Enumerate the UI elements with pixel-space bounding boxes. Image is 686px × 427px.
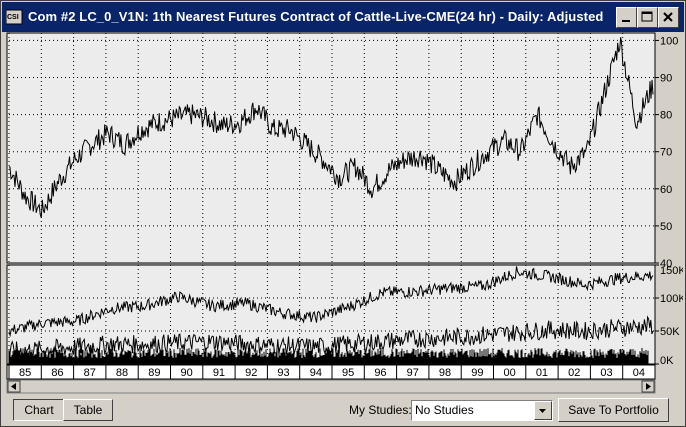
minimize-button[interactable] [616,7,637,28]
horizontal-scrollbar[interactable] [6,379,656,394]
minimize-icon [622,20,630,22]
close-icon [663,12,673,22]
app-icon-label: CSI [7,14,19,21]
x-axis-labels: 85 86 87 88 89 90 91 92 93 94 95 96 97 98 99 00 01 02 03 04 [19,367,645,379]
title-bar[interactable]: CSI Com #2 LC_0_V1N: 1th Nearest Futures… [2,2,684,32]
tab-chart[interactable]: Chart [13,399,65,421]
price-y-axis: 100 90 80 70 60 50 40 [655,35,678,270]
studies-dropdown[interactable]: No Studies [411,400,553,421]
x-tick-label: 90 [181,367,193,379]
tab-table[interactable]: Table [63,399,113,421]
x-tick-label: 92 [245,367,257,379]
window-title: Com #2 LC_0_V1N: 1th Nearest Futures Con… [28,9,604,24]
save-to-portfolio-button[interactable]: Save To Portfolio [558,398,669,422]
x-tick-label: 00 [504,367,516,379]
x-tick-label: 96 [374,367,386,379]
x-tick-label: 98 [439,367,451,379]
volume-tick-label: 50K [660,326,680,338]
csi-app-icon[interactable]: CSI [6,8,24,26]
x-tick-label: 87 [84,367,96,379]
chevron-down-icon [539,409,546,413]
bottom-toolbar: Chart Table My Studies: No Studies Save … [5,397,683,424]
chart-area[interactable]: 100 90 80 70 60 50 40 150K 100K 50K 0K 85 86 87 88 89… [5,32,686,394]
x-tick-label: 95 [342,367,354,379]
open-interest-line [8,266,654,338]
x-tick-label: 94 [310,367,322,379]
scroll-left-icon [11,383,16,390]
x-tick-label: 91 [213,367,225,379]
volume-tick-label: 150K [660,265,683,277]
price-tick-label: 90 [660,73,672,85]
price-series [8,37,654,218]
volume-y-axis: 150K 100K 50K 0K [655,264,686,367]
close-button[interactable] [658,7,679,28]
x-tick-label: 97 [407,367,419,379]
scroll-right-icon [646,383,651,390]
gridlines [8,33,656,379]
studies-dropdown-value: No Studies [415,403,474,417]
x-tick-label: 93 [277,367,289,379]
maximize-button[interactable] [637,7,658,28]
x-tick-label: 85 [19,367,31,379]
price-panel [6,32,656,264]
price-tick-label: 40 [660,258,672,270]
price-tick-label: 70 [660,147,672,159]
price-tick-label: 60 [660,184,672,196]
x-tick-label: 99 [471,367,483,379]
my-studies-label: My Studies: [349,403,412,417]
volume-tick-label: 100K [660,293,683,305]
x-tick-label: 86 [51,367,63,379]
x-tick-label: 04 [633,367,645,379]
x-tick-label: 89 [148,367,160,379]
price-tick-label: 80 [660,110,672,122]
chart-svg: 100 90 80 70 60 50 40 150K 100K 50K 0K 85 86 87 88 89… [6,32,686,394]
x-tick-label: 88 [116,367,128,379]
volume-line [8,315,654,359]
maximize-icon [641,11,653,22]
price-line [8,37,654,218]
x-tick-label: 02 [568,367,580,379]
volume-series [8,266,654,364]
price-tick-label: 100 [660,35,678,47]
price-tick-label: 50 [660,221,672,233]
x-tick-label: 03 [600,367,612,379]
dropdown-button[interactable] [534,401,552,420]
volume-tick-label: 0K [660,355,674,367]
volume-bars [8,348,649,364]
x-tick-label: 01 [536,367,548,379]
